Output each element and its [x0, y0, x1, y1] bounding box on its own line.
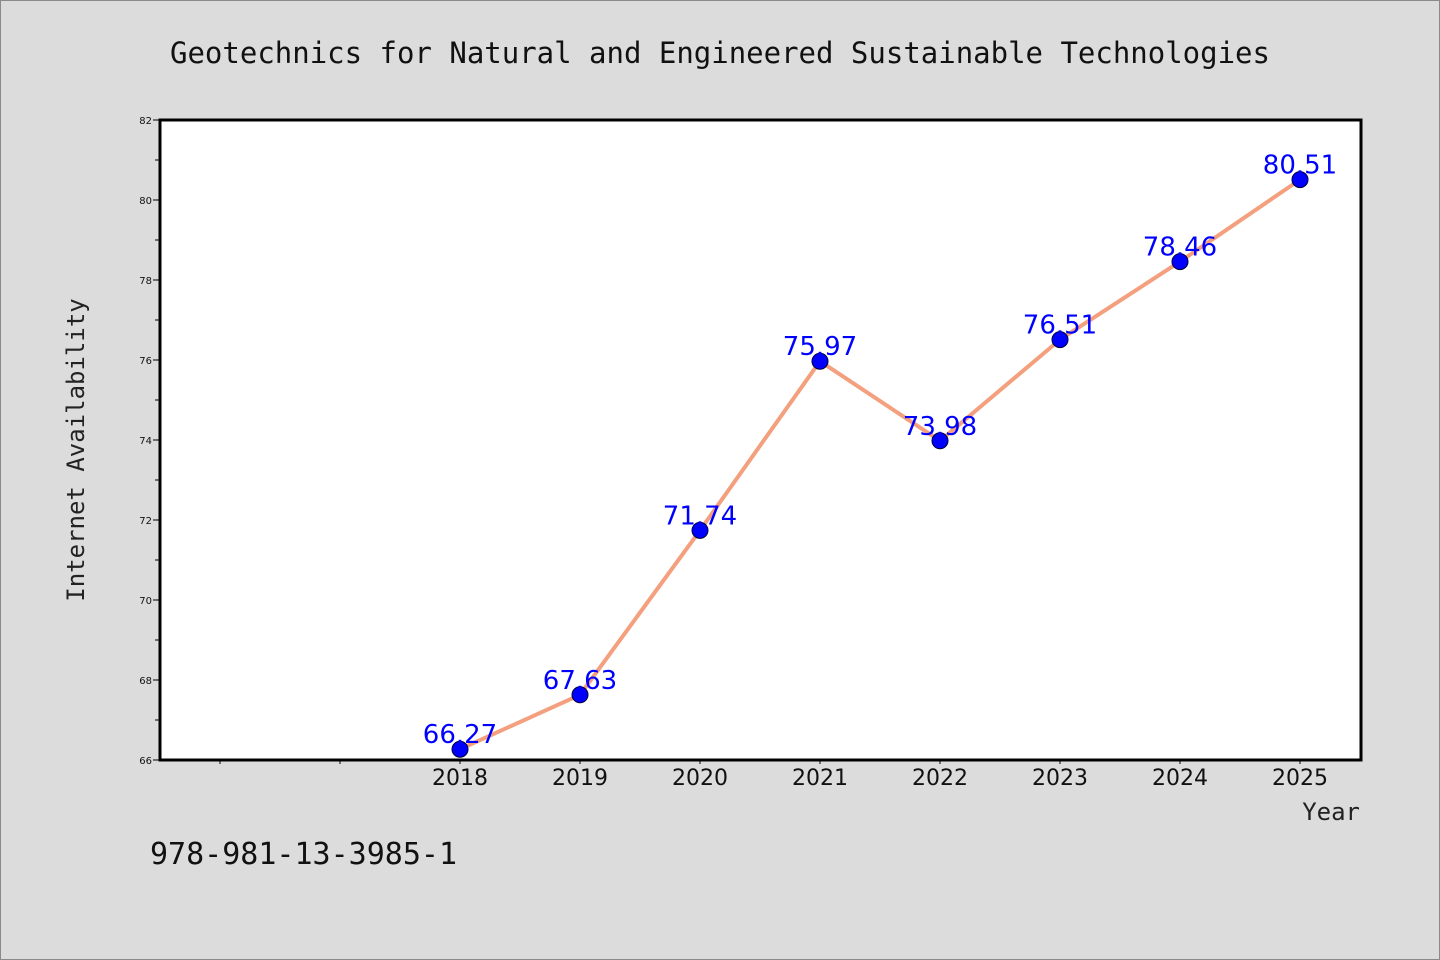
chart-title: Geotechnics for Natural and Engineered S… — [170, 36, 1270, 70]
data-label: 80.51 — [1263, 151, 1337, 181]
x-tick-label: 2018 — [432, 766, 488, 791]
y-tick-label: 70 — [139, 596, 152, 607]
data-label: 67.63 — [543, 666, 617, 696]
y-tick-label: 82 — [139, 116, 152, 127]
data-label: 71.74 — [663, 501, 737, 531]
y-tick-label: 68 — [139, 676, 152, 687]
data-point — [1291, 171, 1309, 189]
data-label: 75.97 — [783, 332, 857, 362]
y-tick-label: 76 — [139, 356, 152, 367]
x-tick-label: 2023 — [1032, 766, 1088, 791]
data-point — [451, 740, 469, 758]
data-point — [931, 432, 949, 450]
isbn-footer: 978-981-13-3985-1 — [150, 837, 457, 872]
data-point — [1171, 253, 1189, 271]
data-label: 66.27 — [423, 720, 497, 750]
data-point — [1051, 331, 1069, 349]
x-tick-label: 2025 — [1272, 766, 1328, 791]
data-point — [571, 686, 589, 704]
x-tick-label: 2021 — [792, 766, 848, 791]
x-tick-label: 2020 — [672, 766, 728, 791]
plot-area — [158, 118, 1363, 762]
data-label: 76.51 — [1023, 311, 1097, 341]
y-tick-label: 80 — [139, 196, 152, 207]
data-labels: 66.27 67.63 71.74 75.97 73.98 76.51 78.46 80.51 — [423, 151, 1337, 751]
x-tick-label: 2022 — [912, 766, 968, 791]
y-tick-label: 78 — [139, 276, 152, 287]
series-line — [459, 177, 1302, 752]
data-label: 78.46 — [1143, 233, 1217, 263]
x-tick-label: 2024 — [1152, 766, 1208, 791]
y-tick-label: 72 — [139, 516, 152, 527]
x-axis-title: Year — [1302, 798, 1360, 826]
x-tick-label: 2019 — [552, 766, 608, 791]
data-point — [691, 521, 709, 539]
data-series — [451, 171, 1309, 758]
x-axis: 2018 2019 2020 2021 2022 2023 2024 2025 — [219, 760, 1328, 791]
y-tick-label: 74 — [139, 436, 152, 447]
y-axis-title: Internet Availability — [62, 298, 90, 601]
y-axis: 66 68 70 72 74 76 78 80 82 — [139, 116, 160, 767]
y-tick-label: 66 — [139, 756, 152, 767]
data-point — [811, 352, 829, 370]
data-label: 73.98 — [903, 412, 977, 442]
